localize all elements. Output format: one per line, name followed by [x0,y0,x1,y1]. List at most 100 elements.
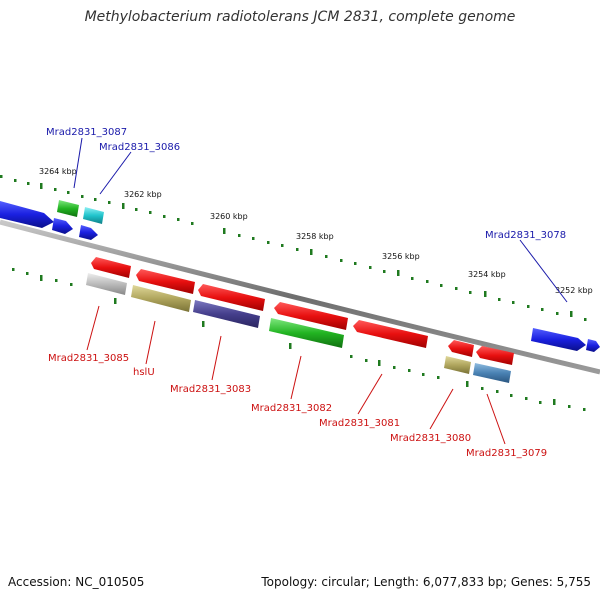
tick [191,222,194,225]
tick-major [484,291,487,297]
tick [527,305,530,308]
tick [350,355,353,358]
tick [426,280,429,283]
tick [70,283,73,286]
tick [525,397,528,400]
gene-arrow-grey [86,273,127,295]
tick [281,244,284,247]
tick [496,390,499,393]
tick-major [553,399,556,405]
gene-arrow-red [136,269,195,294]
scale-label: 3262 kbp [124,190,162,199]
tick-major [378,360,381,366]
tick [498,298,501,301]
tick [584,318,587,321]
tick [469,291,472,294]
gene-arrow-red [198,284,265,311]
gene-label-reverse: Mrad2831_3085 [48,353,129,364]
tick [568,405,571,408]
gene-arrow-red [353,320,428,348]
tick [14,179,17,182]
gene-arrow-blue [586,339,600,352]
genome-backbone [0,219,600,375]
tick [54,188,57,191]
gene-label-reverse: hslU [133,367,155,378]
tick [94,198,97,201]
tick [583,408,586,411]
gene-arrow-red [274,302,348,330]
tick-major [289,343,292,349]
tick-major [122,203,125,209]
tick [411,277,414,280]
tick [541,308,544,311]
tick [108,201,111,204]
reverse-strand-genes [86,257,514,383]
tick [481,387,484,390]
scale-label: 3252 kbp [555,286,593,295]
tick [556,312,559,315]
scale-label: 3264 kbp [39,167,77,176]
gene-arrow-navy [193,300,260,328]
tick [539,401,542,404]
scale-label: 3258 kbp [296,232,334,241]
gene-arrow-blue [0,201,54,228]
tick [369,266,372,269]
tick [267,241,270,244]
scale-label: 3254 kbp [468,270,506,279]
gene-arrow-khaki [444,356,471,374]
gene-label-forward: Mrad2831_3087 [46,127,127,138]
tick [0,175,3,178]
leader-line [86,305,100,351]
tick [365,359,368,362]
gene-arrow-red [91,257,131,278]
leader-line [290,355,302,400]
inner-scale-ticks [12,268,586,411]
gene-arrow-green [57,200,79,217]
tick [149,211,152,214]
tick-major [466,381,469,387]
leader-line [429,388,454,430]
tick [393,366,396,369]
accession-label: Accession: NC_010505 [8,575,145,589]
tick [252,237,255,240]
tick [325,255,328,258]
gene-arrow-cyan [83,207,104,224]
tick [27,182,30,185]
tick [440,284,443,287]
forward-gene-labels: Mrad2831_3087 Mrad2831_3086 Mrad2831_307… [46,127,566,241]
tick [55,279,58,282]
scale-label: 3256 kbp [382,252,420,261]
gene-label-reverse: Mrad2831_3079 [466,448,547,459]
forward-strand-genes [0,200,600,352]
tick-major [397,270,400,276]
tick [455,287,458,290]
tick [81,195,84,198]
tick [340,259,343,262]
tick-major [114,298,117,304]
tick [238,234,241,237]
gene-arrow-khaki [131,285,191,312]
leader-line [145,320,156,365]
leader-line [211,335,222,381]
tick-major [310,249,313,255]
tick-major [202,321,205,327]
tick [135,208,138,211]
tick [296,248,299,251]
tick-major [40,183,43,189]
gene-label-forward: Mrad2831_3078 [485,230,566,241]
map-title: Methylobacterium radiotolerans JCM 2831,… [84,9,516,25]
tick [408,369,411,372]
tick [354,262,357,265]
outer-scale-ticks [0,175,587,321]
leader-line [73,137,83,189]
tick [510,394,513,397]
gene-arrow-blue [531,328,586,351]
gene-arrow-green [269,318,344,348]
tick [177,218,180,221]
leader-line [357,373,383,415]
leader-lines [73,137,568,445]
leader-line [519,239,568,303]
tick [383,270,386,273]
gene-label-reverse: Mrad2831_3083 [170,384,251,395]
